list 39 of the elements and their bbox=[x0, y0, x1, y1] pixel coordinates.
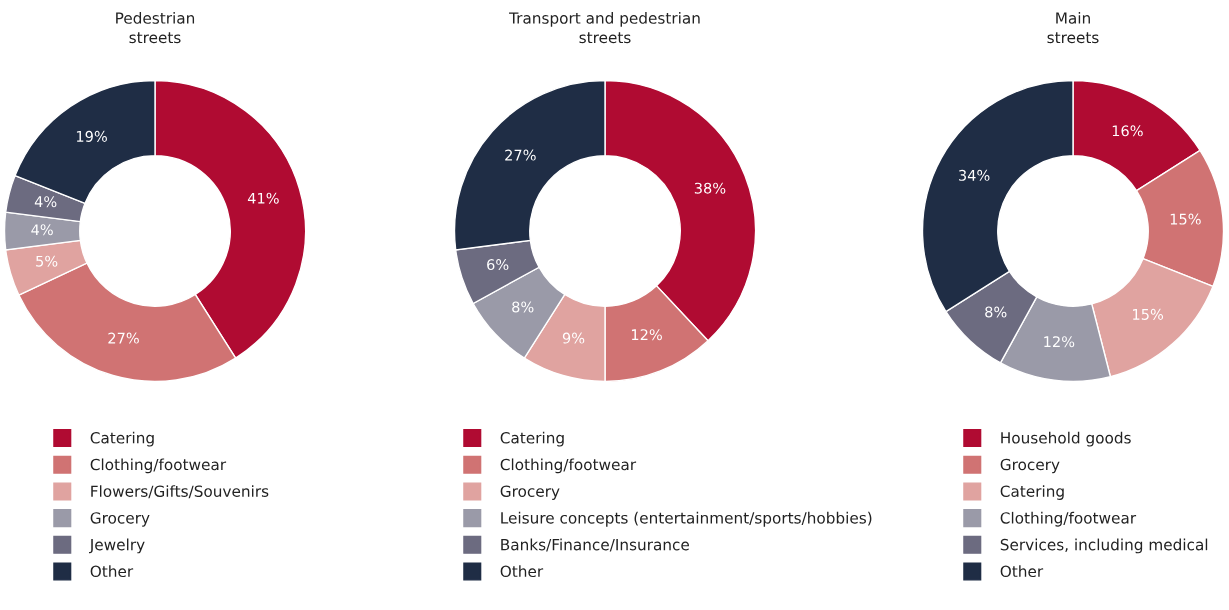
legend-label: Clothing/footwear bbox=[1000, 511, 1137, 527]
data-label: 4% bbox=[34, 196, 57, 208]
data-label: 38% bbox=[694, 182, 726, 194]
legend-label: Banks/Finance/Insurance bbox=[501, 538, 689, 552]
legend-label: Catering bbox=[90, 431, 154, 447]
legend-label: Other bbox=[1000, 565, 1044, 578]
data-label: 4% bbox=[31, 224, 53, 236]
data-label: 41% bbox=[247, 192, 279, 204]
legend-label: Catering bbox=[500, 431, 564, 447]
data-label: 27% bbox=[505, 149, 536, 161]
data-label: 12% bbox=[631, 329, 662, 341]
chart-title: Transport and pedestrian streets bbox=[509, 12, 700, 44]
legend-label: Other bbox=[90, 565, 134, 578]
legend-label: Clothing/footwear bbox=[500, 458, 637, 474]
legend-label: Flowers/Gifts/Souvenirs bbox=[91, 485, 269, 499]
legend-label: Clothing/footwear bbox=[90, 458, 227, 474]
legend-label: Grocery bbox=[90, 512, 150, 527]
data-label: 16% bbox=[1112, 125, 1143, 137]
data-label: 8% bbox=[985, 306, 1007, 318]
data-label: 15% bbox=[1133, 308, 1164, 320]
legend-label: Services, including medical bbox=[1000, 538, 1208, 554]
data-label: 8% bbox=[512, 301, 534, 313]
legend-label: Other bbox=[500, 565, 544, 578]
data-label: 19% bbox=[76, 130, 107, 142]
chart-title: Pedestrian streets bbox=[116, 12, 195, 44]
data-label: 27% bbox=[108, 332, 139, 344]
data-label: 6% bbox=[487, 259, 509, 271]
legend-label: Leisure concepts (entertainment/sports/hobbies) bbox=[501, 511, 872, 527]
data-label: 34% bbox=[959, 169, 990, 181]
legend-label: Household goods bbox=[1001, 431, 1131, 447]
legend-label: Jewelry bbox=[88, 538, 145, 554]
data-label: 9% bbox=[562, 332, 585, 344]
data-label: 12% bbox=[1044, 336, 1075, 348]
legend-label: Grocery bbox=[1000, 458, 1060, 474]
data-label: 5% bbox=[36, 255, 58, 267]
legend-label: Grocery bbox=[500, 485, 560, 500]
legend-label: Catering bbox=[1000, 485, 1064, 500]
data-label: 15% bbox=[1170, 213, 1201, 225]
chart-title: Main streets bbox=[1047, 12, 1099, 44]
